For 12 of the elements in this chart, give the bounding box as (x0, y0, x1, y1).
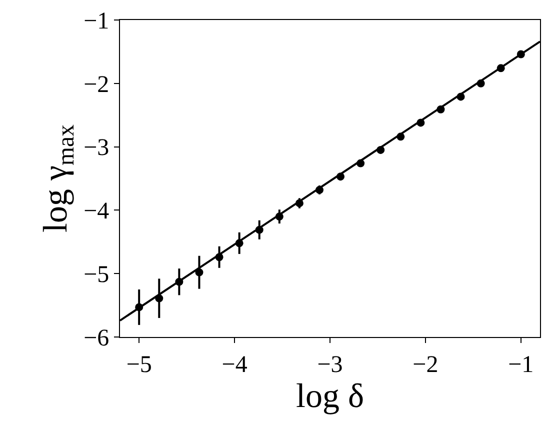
y-tick-label: −1 (84, 8, 110, 34)
x-tick-label: −2 (412, 352, 438, 378)
x-tick-label: −3 (317, 352, 343, 378)
y-tick-label: −2 (84, 72, 110, 98)
y-tick-label: −6 (84, 325, 110, 352)
y-tick-label: −4 (84, 198, 110, 225)
x-axis-title: log δ (296, 378, 364, 415)
x-tick-label: −4 (222, 352, 248, 378)
x-tick-label: −5 (126, 352, 152, 378)
y-tick-label: −3 (84, 135, 110, 162)
x-tick-label: −1 (508, 352, 534, 378)
y-tick-label: −5 (84, 262, 110, 288)
